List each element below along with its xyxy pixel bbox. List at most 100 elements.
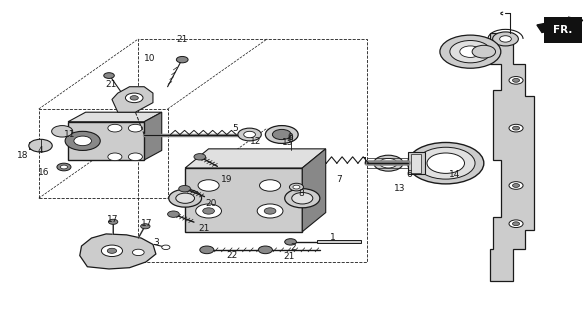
Text: 21: 21: [283, 252, 295, 261]
Text: 6: 6: [406, 170, 411, 179]
Circle shape: [374, 155, 403, 171]
Text: 21: 21: [199, 224, 210, 233]
Circle shape: [512, 222, 519, 226]
Circle shape: [126, 93, 143, 103]
Text: 13: 13: [394, 184, 406, 193]
Circle shape: [194, 154, 205, 160]
Circle shape: [265, 125, 298, 143]
Polygon shape: [144, 112, 162, 160]
Circle shape: [258, 246, 272, 254]
Text: 10: 10: [144, 53, 156, 62]
Circle shape: [238, 128, 261, 141]
Circle shape: [272, 129, 291, 140]
Circle shape: [450, 41, 491, 63]
Circle shape: [285, 239, 296, 245]
Circle shape: [60, 165, 68, 169]
Polygon shape: [490, 33, 534, 281]
Bar: [185, 168, 302, 232]
FancyBboxPatch shape: [544, 17, 582, 43]
Circle shape: [460, 46, 481, 57]
Text: 3: 3: [153, 238, 158, 247]
Circle shape: [129, 124, 143, 132]
Circle shape: [289, 183, 303, 191]
Circle shape: [57, 163, 71, 171]
Circle shape: [257, 204, 283, 218]
Circle shape: [512, 78, 519, 82]
Circle shape: [285, 189, 320, 208]
Text: 21: 21: [177, 35, 188, 44]
Circle shape: [509, 182, 523, 189]
Circle shape: [102, 245, 123, 257]
Circle shape: [169, 189, 201, 207]
Circle shape: [512, 184, 519, 188]
Circle shape: [264, 208, 276, 214]
Text: 4: 4: [38, 146, 43, 155]
Circle shape: [178, 186, 190, 192]
Text: 14: 14: [449, 170, 460, 179]
Circle shape: [109, 219, 118, 224]
Text: 9: 9: [288, 133, 294, 142]
Circle shape: [509, 220, 523, 228]
Text: 19: 19: [221, 175, 232, 184]
Circle shape: [130, 96, 139, 100]
Polygon shape: [80, 234, 156, 269]
Bar: [317, 240, 361, 244]
Text: 20: 20: [206, 198, 217, 207]
Polygon shape: [302, 149, 326, 232]
Circle shape: [176, 193, 194, 203]
Text: 16: 16: [38, 168, 49, 177]
Circle shape: [292, 193, 313, 204]
Circle shape: [176, 56, 188, 63]
Circle shape: [509, 76, 523, 84]
Text: 7: 7: [336, 175, 342, 184]
Text: 17: 17: [141, 219, 153, 228]
FancyArrow shape: [537, 17, 583, 32]
Text: 8: 8: [299, 189, 305, 198]
Circle shape: [108, 153, 122, 161]
Circle shape: [408, 142, 484, 184]
Text: FR.: FR.: [553, 25, 572, 35]
Circle shape: [162, 245, 170, 250]
Circle shape: [198, 180, 219, 191]
Polygon shape: [185, 149, 326, 168]
Circle shape: [380, 158, 397, 168]
Circle shape: [509, 124, 523, 132]
Polygon shape: [29, 142, 41, 149]
Text: 22: 22: [227, 251, 238, 260]
Bar: [408, 152, 425, 174]
Polygon shape: [68, 112, 162, 122]
Circle shape: [168, 211, 179, 217]
Circle shape: [472, 45, 495, 58]
Circle shape: [65, 131, 100, 150]
Text: 18: 18: [17, 151, 29, 160]
Circle shape: [133, 249, 144, 256]
Text: 2: 2: [291, 243, 296, 252]
Circle shape: [417, 147, 475, 179]
Text: 21: 21: [105, 80, 116, 89]
Circle shape: [492, 32, 518, 46]
Bar: [411, 154, 421, 173]
Circle shape: [200, 246, 214, 254]
Circle shape: [440, 35, 501, 68]
Circle shape: [259, 180, 281, 191]
Text: 1: 1: [330, 233, 336, 242]
Circle shape: [293, 185, 300, 189]
Text: 17: 17: [107, 215, 119, 224]
Bar: [68, 122, 144, 160]
Circle shape: [104, 73, 114, 78]
Polygon shape: [112, 87, 153, 112]
Text: 11: 11: [64, 130, 76, 139]
Circle shape: [29, 139, 52, 152]
Circle shape: [52, 125, 73, 137]
Text: 15: 15: [282, 138, 294, 147]
Circle shape: [129, 153, 143, 161]
Circle shape: [107, 248, 117, 253]
Text: 5: 5: [232, 124, 238, 133]
Circle shape: [500, 36, 511, 42]
Circle shape: [74, 136, 92, 146]
Circle shape: [427, 153, 464, 173]
Circle shape: [195, 204, 221, 218]
Circle shape: [108, 124, 122, 132]
Circle shape: [244, 131, 255, 138]
Circle shape: [512, 126, 519, 130]
